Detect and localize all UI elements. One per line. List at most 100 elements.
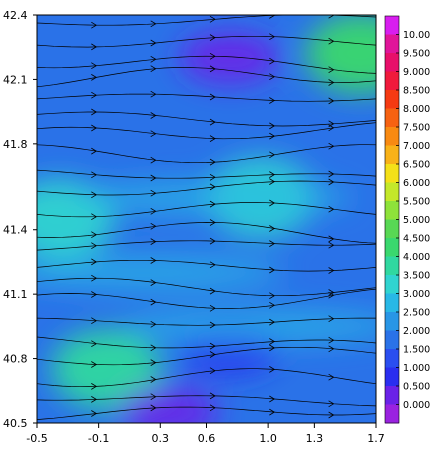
colorbar-swatch bbox=[385, 349, 399, 368]
stream-arrow bbox=[269, 33, 276, 41]
stream-arrow bbox=[269, 240, 276, 247]
streamline bbox=[37, 368, 376, 388]
stream-arrow bbox=[91, 396, 98, 403]
stream-arrow bbox=[150, 279, 157, 286]
stream-arrow bbox=[269, 73, 276, 81]
stream-arrow bbox=[328, 66, 335, 74]
stream-arrow bbox=[328, 178, 335, 186]
colorbar-label: 10.00 bbox=[403, 30, 430, 41]
stream-arrow bbox=[269, 301, 276, 309]
contour-field bbox=[37, 15, 376, 423]
mid-band-blob bbox=[74, 179, 355, 216]
stream-arrow bbox=[328, 267, 335, 274]
streamline bbox=[37, 336, 376, 349]
stream-arrow bbox=[209, 321, 216, 329]
streamline bbox=[37, 202, 376, 218]
y-tick-label: 40.8 bbox=[3, 353, 28, 366]
stream-arrow bbox=[269, 408, 276, 416]
stream-arrow bbox=[150, 359, 157, 366]
colorbar-label: 7.000 bbox=[403, 141, 430, 152]
stream-arrow bbox=[209, 367, 216, 375]
stream-arrow bbox=[328, 142, 335, 150]
stream-arrow bbox=[328, 315, 335, 323]
stream-arrow bbox=[209, 237, 216, 245]
stream-arrow bbox=[209, 173, 216, 181]
stream-arrow bbox=[150, 156, 157, 164]
stream-arrow bbox=[269, 225, 276, 232]
stream-arrow bbox=[91, 361, 98, 368]
colorbar-label: 8.000 bbox=[403, 104, 430, 115]
stream-arrow bbox=[91, 274, 98, 282]
y-tick-label: 42.4 bbox=[3, 9, 28, 22]
high-zone-blob bbox=[305, 15, 376, 94]
streamline bbox=[37, 55, 376, 74]
stream-arrow bbox=[150, 112, 157, 119]
stream-arrow bbox=[269, 199, 276, 207]
colorbar-swatch bbox=[385, 367, 399, 387]
stream-arrow bbox=[150, 189, 157, 197]
colorbar-label: 5.500 bbox=[403, 197, 430, 208]
stream-arrow bbox=[209, 15, 216, 23]
colorbar-swatch bbox=[385, 386, 399, 405]
colorbar-label: 0.500 bbox=[403, 382, 430, 393]
stream-arrow bbox=[150, 222, 157, 230]
streamline bbox=[37, 406, 376, 420]
y-tick-label: 42.1 bbox=[3, 73, 28, 86]
y-tick-label: 41.4 bbox=[3, 224, 28, 237]
mid-band-blob bbox=[37, 254, 285, 291]
colorbar-swatch bbox=[385, 34, 399, 54]
stream-arrow bbox=[150, 130, 157, 138]
stream-arrow bbox=[328, 400, 335, 408]
streamline bbox=[37, 122, 376, 140]
streamline bbox=[37, 180, 376, 196]
streamline bbox=[37, 317, 376, 326]
stream-arrow bbox=[209, 287, 216, 295]
colorbar-label: 1.500 bbox=[403, 345, 430, 356]
stream-arrow bbox=[91, 258, 98, 266]
colorbar-label: 6.000 bbox=[403, 178, 430, 189]
stream-arrow bbox=[91, 213, 98, 221]
colorbar-label: 1.000 bbox=[403, 363, 430, 374]
streamline bbox=[37, 240, 376, 251]
stream-arrow bbox=[150, 20, 157, 28]
stream-arrow bbox=[150, 39, 157, 47]
stream-arrow bbox=[328, 170, 335, 178]
stream-arrow bbox=[269, 344, 276, 352]
y-axis: 42.4 42.1 41.8 41.4 41.1 40.8 40.5 bbox=[3, 9, 37, 430]
stream-arrow bbox=[150, 376, 157, 383]
mid-band-blob bbox=[120, 308, 376, 345]
stream-arrow bbox=[91, 191, 98, 199]
stream-arrow bbox=[269, 292, 276, 300]
colorbar-swatch bbox=[385, 275, 399, 294]
stream-arrow bbox=[150, 393, 157, 401]
stream-arrow bbox=[269, 171, 276, 178]
low-zone-blob bbox=[179, 31, 280, 84]
stream-arrow bbox=[209, 118, 216, 126]
stream-arrow bbox=[269, 178, 276, 185]
streamline bbox=[37, 35, 376, 48]
stream-arrow bbox=[269, 132, 276, 140]
colorbar-swatch bbox=[385, 219, 399, 239]
stream-arrow bbox=[91, 91, 98, 99]
stream-arrow bbox=[209, 158, 216, 166]
stream-arrow bbox=[209, 52, 216, 60]
colorbar-label: 9.500 bbox=[403, 49, 430, 60]
stream-arrow bbox=[328, 336, 335, 344]
stream-arrow bbox=[328, 241, 335, 249]
colorbar-swatch bbox=[385, 238, 399, 257]
stream-arrow bbox=[150, 174, 157, 182]
colorbar-label: 8.500 bbox=[403, 86, 430, 97]
stream-arrow bbox=[328, 97, 335, 105]
colorbar-swatch bbox=[385, 90, 399, 109]
colorbar-swatch bbox=[385, 330, 399, 350]
streamline bbox=[37, 144, 376, 164]
colorbar-label: 6.500 bbox=[403, 160, 430, 171]
streamline bbox=[37, 15, 376, 26]
stream-arrow bbox=[269, 395, 276, 403]
stream-arrow bbox=[328, 411, 335, 419]
stream-arrow bbox=[269, 57, 276, 65]
stream-arrow bbox=[150, 55, 157, 63]
stream-arrow bbox=[328, 235, 335, 243]
stream-arrow bbox=[328, 37, 335, 45]
streamline bbox=[37, 288, 376, 309]
